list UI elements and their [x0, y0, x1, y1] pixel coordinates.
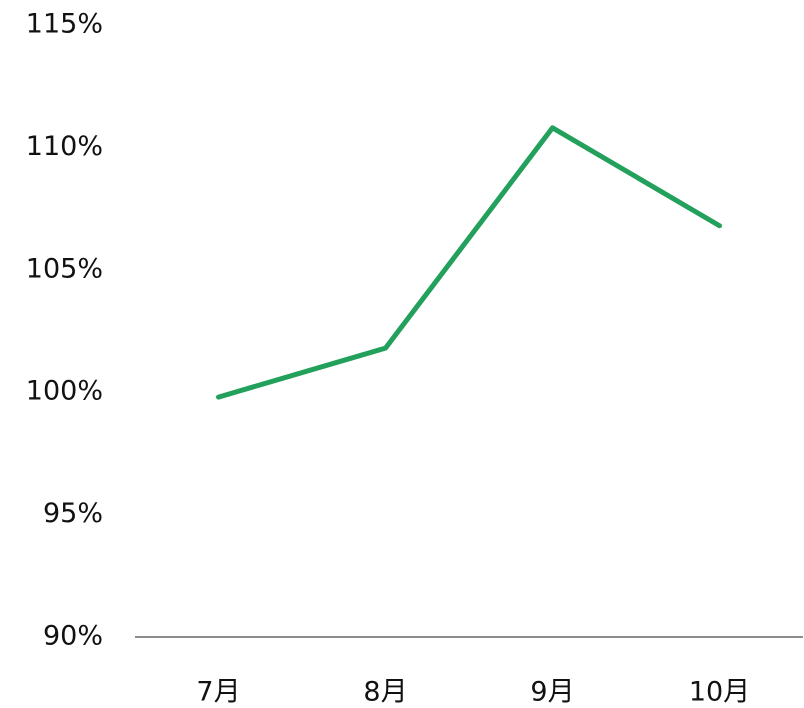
y-tick-label: 110%	[26, 131, 103, 162]
x-tick-label: 10月	[689, 677, 750, 708]
y-tick-label: 90%	[43, 621, 103, 652]
y-tick-label: 105%	[26, 253, 103, 284]
y-tick-label: 115%	[26, 9, 103, 40]
line-series	[216, 125, 722, 400]
x-tick-label: 9月	[530, 677, 574, 708]
y-tick-label: 100%	[26, 376, 103, 407]
x-tick-label: 7月	[196, 677, 240, 708]
x-tick-label: 8月	[363, 677, 407, 708]
y-tick-label: 95%	[43, 498, 103, 529]
